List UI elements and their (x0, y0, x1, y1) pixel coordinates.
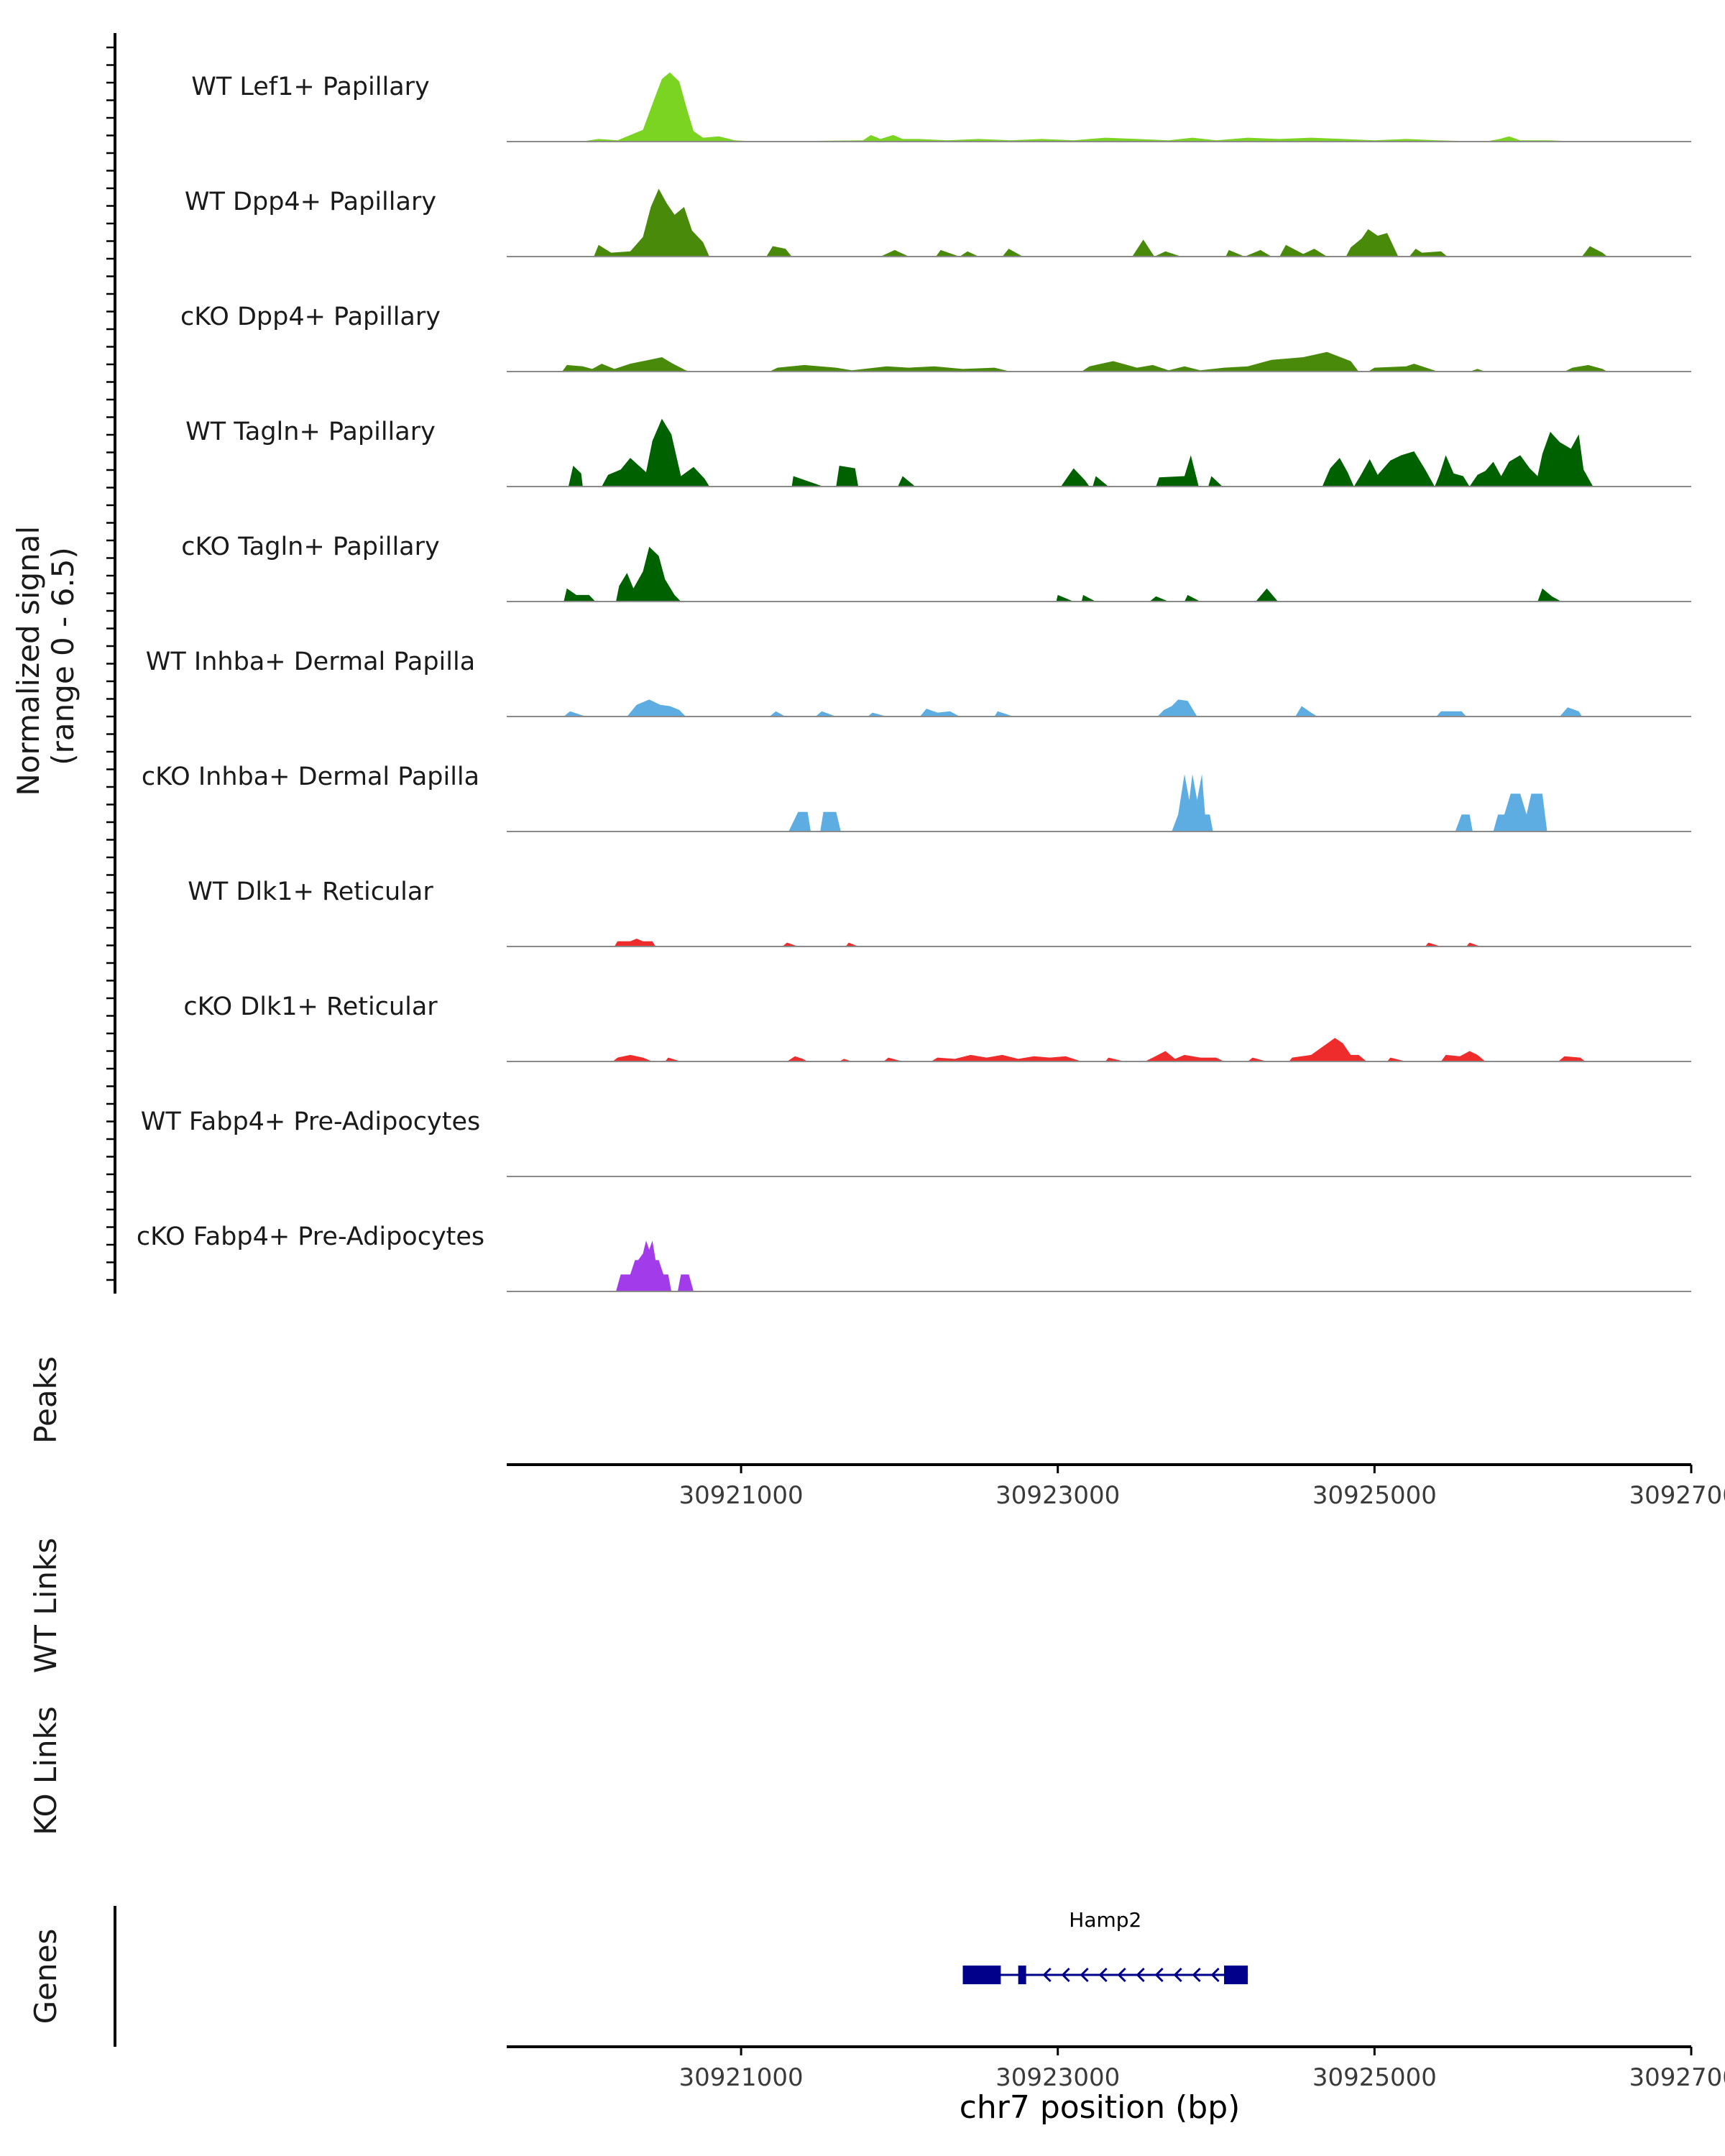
coverage-area (612, 1038, 1586, 1061)
track-6: WT Inhba+ Dermal Papilla (146, 648, 1691, 717)
track-3: cKO Dpp4+ Papillary (180, 303, 1691, 372)
coverage-area (564, 546, 1562, 602)
track-4: WT Tagln+ Papillary (185, 418, 1691, 487)
track-label: WT Fabp4+ Pre-Adipocytes (141, 1107, 480, 1136)
strand-arrow (1210, 1967, 1220, 1983)
track-label: WT Dpp4+ Papillary (185, 188, 436, 216)
strand-arrow (1117, 1967, 1126, 1983)
coverage-area (581, 72, 1581, 142)
wt-links-label: WT Links (28, 1538, 63, 1673)
strand-arrow (1136, 1967, 1145, 1983)
track-label: WT Lef1+ Papillary (191, 73, 430, 101)
track-label: WT Tagln+ Papillary (185, 418, 436, 446)
coverage-area (594, 188, 1608, 257)
track-11: cKO Fabp4+ Pre-Adipocytes (137, 1222, 1691, 1292)
coverage-area (564, 699, 1582, 717)
coverage-area (614, 939, 1481, 946)
coverage-area (562, 351, 1608, 372)
gene-exon (1018, 1966, 1026, 1984)
track-label: cKO Fabp4+ Pre-Adipocytes (137, 1222, 484, 1251)
genes-label: Genes (28, 1929, 63, 2024)
gene-track: Hamp2 (962, 1908, 1248, 1984)
strand-arrow (1080, 1967, 1089, 1983)
peaks-label: Peaks (28, 1356, 63, 1444)
track-5: cKO Tagln+ Papillary (181, 533, 1691, 602)
strand-arrow (1173, 1967, 1182, 1983)
gene-name: Hamp2 (1069, 1908, 1141, 1932)
signal-axis-ticks (106, 46, 115, 1281)
x-tick-label: 30921000 (679, 2063, 804, 2092)
x-tick-label: 30923000 (995, 2063, 1120, 2092)
track-label: cKO Inhba+ Dermal Papilla (142, 763, 479, 791)
track-label: cKO Dlk1+ Reticular (183, 992, 438, 1021)
x-tick-label: 30923000 (995, 1481, 1120, 1510)
gene-exon (1224, 1966, 1248, 1984)
track-8: WT Dlk1+ Reticular (188, 877, 1691, 947)
y-axis-label: Normalized signal (range 0 - 6.5) (11, 516, 80, 796)
strand-arrow (1061, 1967, 1070, 1983)
track-7: cKO Inhba+ Dermal Papilla (142, 763, 1691, 832)
track-label: WT Dlk1+ Reticular (188, 877, 433, 906)
x-tick-label: 30927000 (1629, 2063, 1725, 2092)
x-axis-title: chr7 position (bp) (960, 2089, 1241, 2126)
x-tick-label: 30925000 (1312, 2063, 1437, 2092)
peaks-x-axis: 30921000 30923000 30925000 30927000 (507, 1463, 1725, 1510)
coverage-tracks: WT Lef1+ Papillary WT Dpp4+ Papillary cKO … (137, 72, 1691, 1292)
x-tick-label: 30925000 (1312, 1481, 1437, 1510)
coverage-area (788, 774, 1547, 831)
track-1: WT Lef1+ Papillary (191, 72, 1691, 142)
coverage-area (568, 418, 1593, 487)
track-label: cKO Tagln+ Papillary (181, 533, 440, 561)
track-2: WT Dpp4+ Papillary (185, 188, 1691, 257)
coverage-area (616, 1240, 694, 1291)
ko-links-label: KO Links (28, 1706, 63, 1835)
strand-arrow (1098, 1967, 1108, 1983)
track-9: cKO Dlk1+ Reticular (183, 992, 1691, 1062)
genes-x-axis: 30921000 30923000 30925000 30927000 (507, 2045, 1725, 2092)
track-10: WT Fabp4+ Pre-Adipocytes (141, 1107, 1691, 1177)
strand-arrow (1192, 1967, 1201, 1983)
track-label: cKO Dpp4+ Papillary (180, 303, 441, 331)
gene-exon (962, 1966, 1001, 1984)
track-label: WT Inhba+ Dermal Papilla (146, 648, 475, 676)
strand-arrow (1154, 1967, 1164, 1983)
strand-arrow (1042, 1967, 1052, 1983)
x-tick-label: 30927000 (1629, 1481, 1725, 1510)
x-tick-label: 30921000 (679, 1481, 804, 1510)
